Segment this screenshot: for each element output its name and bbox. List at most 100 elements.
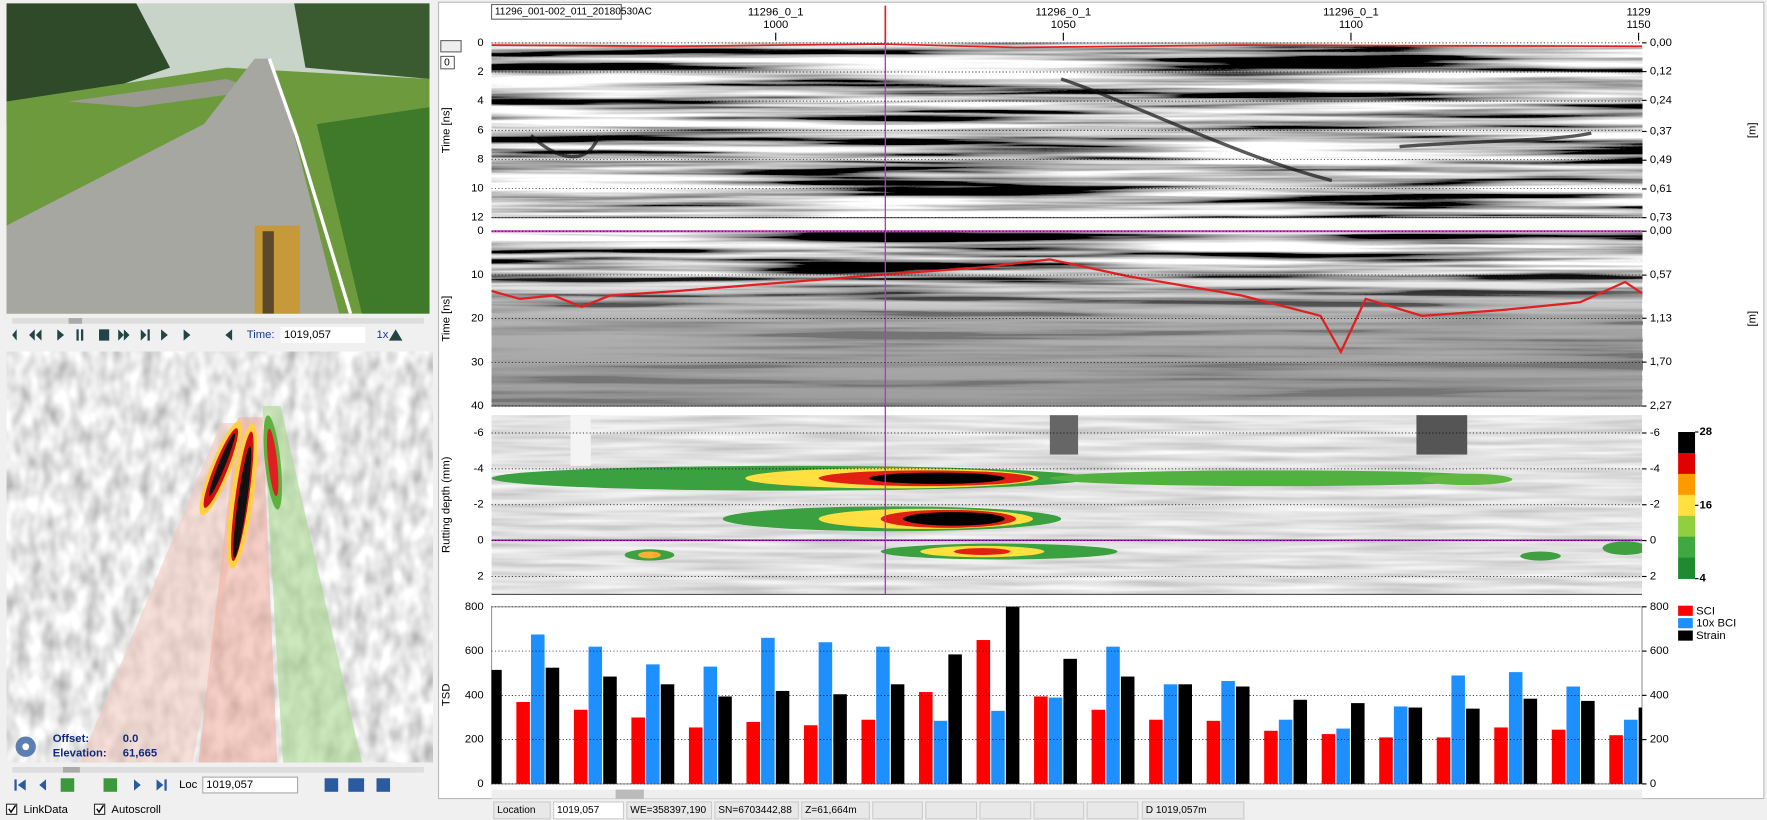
legend-label: Strain xyxy=(1696,630,1725,642)
nav-toolbar: Loc 1019,057 xyxy=(14,777,390,793)
y2-tick-label: 1,70 xyxy=(1650,356,1672,368)
y2-tick-label: 600 xyxy=(1650,645,1669,657)
y-axis-label: Rutting depth (mm) xyxy=(440,456,452,553)
bar xyxy=(689,727,703,783)
bar xyxy=(1034,696,1048,783)
bar xyxy=(1322,734,1336,784)
y-tick-label: 400 xyxy=(465,689,484,701)
bar xyxy=(1409,708,1423,784)
status-text: SN=6703442,88 xyxy=(718,805,792,816)
colorbar-segment xyxy=(1678,537,1695,558)
time-value: 1019,057 xyxy=(284,329,331,341)
bar xyxy=(862,720,876,784)
bar xyxy=(516,702,530,784)
x-tick-label: 1000 xyxy=(763,19,788,31)
time-label: Time: xyxy=(247,329,275,341)
page: Time: 1019,057 1x Offset: 0.0 Elevation:… xyxy=(0,0,1767,820)
status-text: D 1019,057m xyxy=(1146,805,1207,816)
option-label: Autoscroll xyxy=(111,804,160,816)
y-tick-label: 10 xyxy=(471,183,484,195)
y2-tick-label: -4 xyxy=(1650,463,1660,475)
bar xyxy=(891,684,905,784)
y2-tick-label: -2 xyxy=(1650,499,1660,511)
bar xyxy=(1451,675,1465,783)
bar xyxy=(1336,729,1350,784)
elevation-label: Elevation: xyxy=(53,747,107,759)
bar xyxy=(1121,677,1135,784)
legend-label: 10x BCI xyxy=(1696,618,1736,630)
offset-label: Offset: xyxy=(53,733,89,745)
y-tick-label: 0 xyxy=(477,778,483,790)
x-tick-label: 1050 xyxy=(1051,19,1076,31)
bar xyxy=(991,711,1005,784)
y-axis-label: TSD xyxy=(440,684,452,707)
y2-tick-label: 800 xyxy=(1650,601,1669,613)
bar xyxy=(1106,647,1120,784)
3d-view: Offset: 0.0 Elevation: 61,665 xyxy=(7,352,433,773)
video-view xyxy=(7,3,430,313)
bar xyxy=(531,634,545,783)
y2-tick-label: -6 xyxy=(1650,427,1660,439)
status-text: 1019,057 xyxy=(557,805,600,816)
x-tick-title: 1129 xyxy=(1626,6,1650,18)
y2-tick-label: 2,27 xyxy=(1650,400,1672,412)
y2-tick-label: 0,49 xyxy=(1650,154,1672,166)
bar xyxy=(1609,735,1623,784)
y2-axis-label: [m] xyxy=(1747,122,1759,138)
bar xyxy=(1049,698,1063,784)
colorbar-segment xyxy=(1678,432,1695,453)
y2-tick-label: 0,73 xyxy=(1650,212,1672,224)
x-tick-title: 11296_0_1 xyxy=(1036,6,1092,18)
y2-tick-label: 0,12 xyxy=(1650,66,1672,78)
zoom-button[interactable] xyxy=(441,41,461,52)
bar xyxy=(661,684,675,784)
scrollbar[interactable] xyxy=(492,790,1642,799)
y2-tick-label: 0,57 xyxy=(1650,269,1672,281)
bar xyxy=(589,647,603,784)
status-text: WE=358397,190 xyxy=(630,805,706,816)
loc-value: 1019,057 xyxy=(206,779,253,791)
y-tick-label: 4 xyxy=(477,95,483,107)
y2-tick-label: 400 xyxy=(1650,689,1669,701)
x-tick-title: 11296_0_1 xyxy=(1323,6,1379,18)
bar xyxy=(1581,701,1595,784)
y-tick-label: 8 xyxy=(477,153,483,165)
bar xyxy=(1164,684,1178,784)
bar xyxy=(1279,720,1293,784)
y-axis-label: Time [ns] xyxy=(440,296,452,342)
bar xyxy=(1524,699,1538,784)
elevation-value: 61,665 xyxy=(123,747,157,759)
y-axis-label: Time [ns] xyxy=(440,107,452,153)
bar xyxy=(574,710,588,784)
y-tick-label: 12 xyxy=(471,212,484,224)
x-tick-title: 11296_0_1 xyxy=(748,6,804,18)
y-tick-label: 2 xyxy=(477,66,483,78)
legend-swatch xyxy=(1678,618,1693,628)
status-text: Location xyxy=(497,805,535,816)
bar xyxy=(718,696,732,783)
bar xyxy=(1207,721,1221,784)
bar xyxy=(804,725,818,784)
bar xyxy=(1236,687,1250,784)
zoom-value: 0 xyxy=(444,58,450,69)
y2-tick-label: 0,00 xyxy=(1650,37,1672,49)
colorbar-segment xyxy=(1678,453,1695,474)
colorbar-tick-label: 28 xyxy=(1700,426,1713,438)
speed[interactable]: 1x xyxy=(376,329,388,341)
y-tick-label: 0 xyxy=(477,535,483,547)
file-name: 11296_001-002_011_20180530AC xyxy=(495,6,652,17)
bar xyxy=(977,640,991,784)
bar xyxy=(1437,737,1451,783)
y2-tick-label: 1,13 xyxy=(1650,312,1672,324)
y-tick-label: -6 xyxy=(474,427,484,439)
legend-label: SCI xyxy=(1696,605,1715,617)
bar xyxy=(1351,703,1365,784)
bar xyxy=(833,694,847,784)
y-tick-label: 600 xyxy=(465,645,484,657)
bar xyxy=(1149,720,1163,784)
y-tick-label: 0 xyxy=(477,225,483,237)
y-tick-label: 2 xyxy=(477,570,483,582)
bar xyxy=(1466,709,1480,784)
bar xyxy=(1264,731,1278,784)
